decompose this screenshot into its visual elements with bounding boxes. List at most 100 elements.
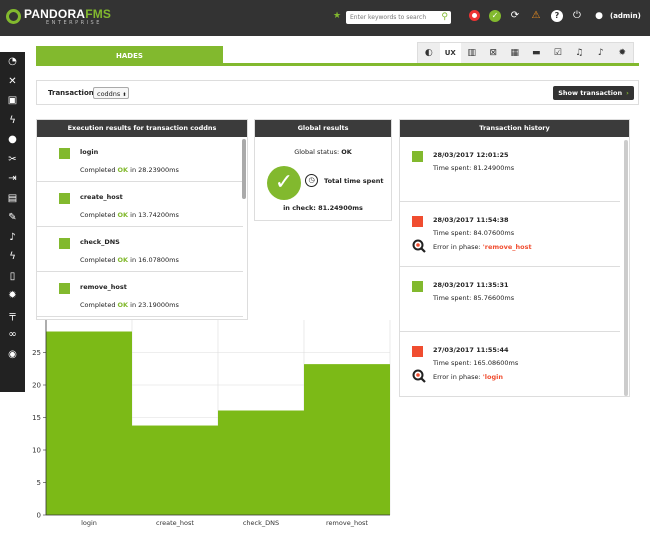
list-item: login Completed OK in 28.23900ms <box>37 137 243 182</box>
gear-icon[interactable]: ✹ <box>618 48 627 58</box>
y-tick-label: 0 <box>37 512 41 520</box>
lifebuoy-icon[interactable] <box>469 10 480 21</box>
search-icon[interactable]: ⚲ <box>441 12 448 22</box>
phase-name: login <box>80 148 99 156</box>
gear-icon[interactable]: ✹ <box>8 290 17 301</box>
phase-name: create_host <box>80 193 123 201</box>
bell-icon[interactable]: ♫ <box>575 48 584 58</box>
list-icon[interactable]: ▯ <box>9 270 16 282</box>
magnifier-icon[interactable] <box>412 239 426 253</box>
logo[interactable]: PANDORAFMS ENTERPRISE <box>6 8 111 26</box>
history-time: Time spent: 81.24900ms <box>433 164 515 172</box>
list-item: remove_host Completed OK in 23.19000ms <box>37 272 243 317</box>
history-date: 27/03/2017 11:55:44 <box>433 346 509 354</box>
scrollbar[interactable] <box>624 140 628 396</box>
transaction-label: Transaction <box>48 89 94 97</box>
y-tick-label: 25 <box>32 349 41 357</box>
history-time: Time spent: 85.76600ms <box>433 294 515 302</box>
logo-icon <box>6 9 21 24</box>
y-tick-label: 15 <box>32 414 41 422</box>
phase-time-chart: 0 5 10 15 20 25 login create_host check_DNS remov… <box>32 320 391 527</box>
search-input[interactable]: Enter keywords to search ⚲ <box>346 11 451 24</box>
status-error-icon <box>412 346 423 357</box>
pandora-icon[interactable]: ◉ <box>8 348 17 360</box>
clock-icon: ◷ <box>305 174 318 187</box>
show-transaction-button[interactable]: Show transaction › <box>553 86 634 100</box>
extension-icon[interactable]: ╤ <box>9 309 16 321</box>
chart-area <box>46 331 390 515</box>
chart-icon[interactable]: ⊠ <box>489 48 498 58</box>
tools-icon[interactable]: ✂ <box>8 153 17 165</box>
list-item: create_host Completed OK in 13.74200ms <box>37 182 243 227</box>
status-ok-icon <box>59 148 70 159</box>
sidebar: ◔ ✕ ▣ ϟ ● ✂ ⇥ ▤ ✎ ♪ ϟ ▯ ✹ ╤ ∞ ◉ <box>0 52 25 392</box>
scrollbar[interactable] <box>242 139 246 199</box>
bell-add-icon[interactable]: ♪ <box>597 48 604 58</box>
folder-icon[interactable]: ▬ <box>531 48 541 58</box>
reports-icon[interactable]: ▣ <box>7 95 18 106</box>
panel-title: Execution results for transaction coddns <box>37 120 247 137</box>
x-tick-label: create_host <box>156 519 194 527</box>
logo-text-fms: FMS <box>85 7 112 21</box>
check-icon[interactable]: ✓ <box>489 10 501 22</box>
panel-title: Transaction history <box>400 120 629 137</box>
transaction-select-value: coddns <box>97 90 121 98</box>
events-icon[interactable]: ϟ <box>9 114 16 126</box>
clipboard-icon[interactable]: ☑ <box>553 48 562 58</box>
chevron-right-icon: › <box>626 89 629 97</box>
user-name[interactable]: (admin) <box>610 12 641 20</box>
wrench-icon[interactable]: ✎ <box>8 212 17 223</box>
execution-results-panel: Execution results for transaction coddns… <box>36 119 248 320</box>
agent-icon[interactable]: ▤ <box>7 192 18 204</box>
users-icon[interactable]: ● <box>8 134 17 145</box>
power-icon[interactable]: ⟳ <box>510 10 520 21</box>
phase-result: Completed OK in 16.07800ms <box>80 256 179 264</box>
warning-icon[interactable]: ⚠ <box>531 10 541 21</box>
eye-icon[interactable]: ◐ <box>424 48 433 58</box>
list-item: check_DNS Completed OK in 16.07800ms <box>37 227 243 272</box>
monitoring-icon[interactable]: ◔ <box>8 56 17 67</box>
status-error-icon <box>412 216 423 227</box>
y-tick-label: 5 <box>37 479 41 487</box>
search-placeholder: Enter keywords to search <box>350 14 427 21</box>
transaction-select[interactable]: coddns ⬍ <box>93 87 129 99</box>
x-tick-label: remove_host <box>326 519 368 527</box>
magnifier-icon[interactable] <box>412 369 426 383</box>
book-icon[interactable]: ▥ <box>467 48 476 58</box>
total-time-label: Total time spent <box>324 177 384 185</box>
panel-title: Global results <box>255 120 391 137</box>
list-item[interactable]: 27/03/2017 11:55:44 Time spent: 165.0860… <box>400 332 620 396</box>
phase-result: Completed OK in 13.74200ms <box>80 211 179 219</box>
user-icon[interactable]: ● <box>595 11 603 21</box>
star-icon[interactable]: ★ <box>333 11 342 21</box>
y-tick-label: 10 <box>32 447 41 455</box>
transaction-selector: Transaction coddns ⬍ Show transaction › <box>36 80 639 105</box>
phase-result: Completed OK in 23.19000ms <box>80 301 179 309</box>
power-off-icon[interactable]: ⏻ <box>573 10 581 21</box>
alert-icon[interactable]: ♪ <box>9 231 16 243</box>
history-date: 28/03/2017 11:54:38 <box>433 216 509 224</box>
history-time: Time spent: 84.07600ms <box>433 229 515 237</box>
status-ok-icon <box>59 193 70 204</box>
list-item[interactable]: 28/03/2017 11:54:38 Time spent: 84.07600… <box>400 202 620 267</box>
tab-ux[interactable]: UX <box>439 43 461 63</box>
help-icon[interactable]: ? <box>551 10 563 22</box>
list-item[interactable]: 28/03/2017 11:35:31 Time spent: 85.76600… <box>400 267 620 332</box>
calendar-icon[interactable]: ▦ <box>510 48 519 58</box>
bolt-icon[interactable]: ϟ <box>9 251 16 262</box>
error-phase: Error in phase: 'login <box>433 373 503 381</box>
title-underline <box>223 63 639 66</box>
top-bar: PANDORAFMS ENTERPRISE ★ Enter keywords t… <box>0 0 650 36</box>
status-ok-icon <box>412 151 423 162</box>
total-time-value: in check: 81.24900ms <box>283 204 363 212</box>
list-item[interactable]: 28/03/2017 12:01:25 Time spent: 81.24900… <box>400 137 620 202</box>
global-status: Global status: OK <box>294 148 352 156</box>
login-icon[interactable]: ⇥ <box>8 173 17 184</box>
page-title: HADES <box>36 46 223 66</box>
status-ok-icon <box>412 281 423 292</box>
x-tick-label: login <box>81 519 97 527</box>
network-icon[interactable]: ✕ <box>8 75 17 87</box>
phase-name: remove_host <box>80 283 127 291</box>
link-icon[interactable]: ∞ <box>8 329 17 340</box>
y-tick-label: 20 <box>32 382 41 390</box>
